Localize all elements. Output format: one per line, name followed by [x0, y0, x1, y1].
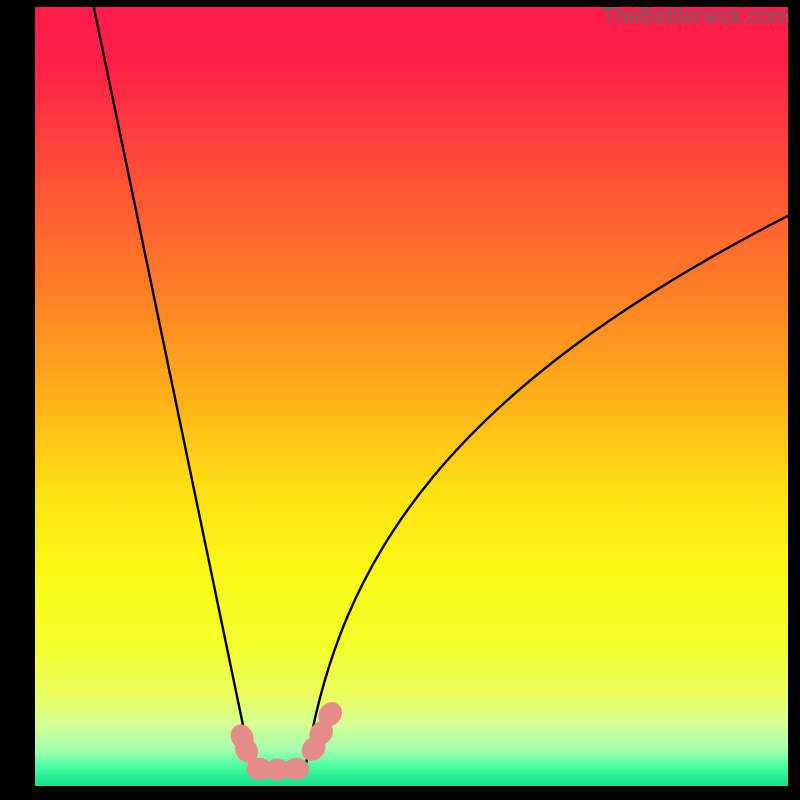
chart-root: TheBottleneck.com: [0, 0, 800, 800]
chart-svg: [0, 0, 800, 800]
watermark-text: TheBottleneck.com: [602, 3, 790, 29]
curve-marker: [283, 758, 309, 780]
plot-area: [35, 7, 788, 786]
